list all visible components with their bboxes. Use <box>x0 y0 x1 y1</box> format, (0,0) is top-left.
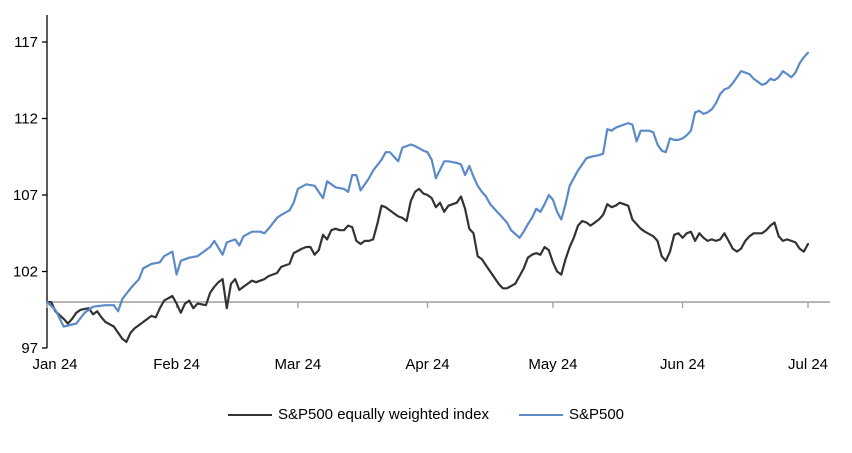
legend-line-equal-weight-icon <box>227 413 272 416</box>
legend-line-sp500-icon <box>518 413 563 416</box>
legend-label-equal-weight: S&P500 equally weighted index <box>277 406 489 423</box>
y-tick-label: 102 <box>13 264 38 281</box>
y-tick-label: 117 <box>14 34 38 51</box>
x-tick-label: Jan 24 <box>32 356 77 373</box>
legend: S&P500 equally weighted index S&P500 <box>0 406 852 423</box>
x-tick-label: Jun 24 <box>660 356 705 373</box>
legend-label-sp500: S&P500 <box>568 406 625 423</box>
x-tick-label: Apr 24 <box>405 356 449 373</box>
y-tick-label: 97 <box>21 340 38 357</box>
series-line-equal-weight <box>45 187 810 343</box>
x-tick-label: May 24 <box>528 356 577 373</box>
x-tick-label: Mar 24 <box>275 356 322 373</box>
legend-item-sp500: S&P500 <box>518 406 625 423</box>
x-tick-label: Feb 24 <box>153 356 200 373</box>
legend-item-equal-weight: S&P500 equally weighted index <box>227 406 489 423</box>
series-line-sp500 <box>45 51 810 328</box>
y-tick-label: 107 <box>13 187 38 204</box>
x-tick-label: Jul 24 <box>788 356 828 373</box>
plot-area: 97 102 107 112 117 Jan 24 Feb 24 Mar 24 Apr 24 Ma… <box>13 15 830 373</box>
y-tick-label: 112 <box>14 111 38 128</box>
